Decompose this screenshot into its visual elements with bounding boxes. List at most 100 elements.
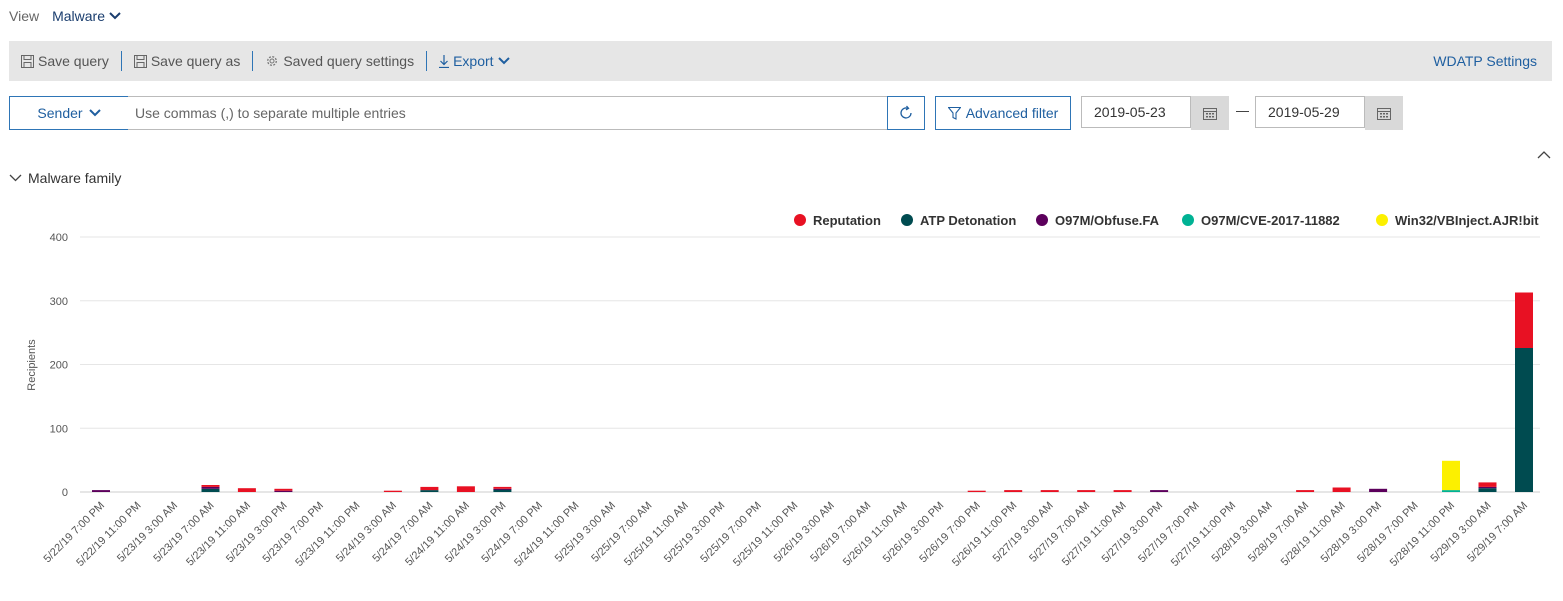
x-tick-label: 5/27/19 11:00 PM [1169,500,1238,569]
y-tick-label: 0 [62,487,68,499]
x-tick-label: 5/26/19 11:00 PM [950,500,1019,569]
start-date-calendar-button[interactable] [1191,96,1229,130]
legend-label: O97M/CVE-2017-11882 [1201,213,1340,228]
x-tick-label: 5/23/19 11:00 PM [293,500,362,569]
legend-label: ATP Detonation [920,213,1016,228]
chevron-down-icon [88,109,101,117]
bar-segment[interactable] [493,486,512,489]
legend-item[interactable]: O97M/Obfuse.FA [1036,213,1160,228]
view-dropdown[interactable]: Malware [52,8,121,24]
legend-item[interactable]: O97M/CVE-2017-11882 [1182,213,1340,228]
wdatp-settings-link[interactable]: WDATP Settings [1433,53,1537,69]
x-axis-ticks: 5/22/19 7:00 PM5/22/19 11:00 PM5/23/19 3… [42,500,1531,569]
y-axis-label: Recipients [26,339,38,391]
malware-family-section-toggle[interactable]: Malware family [9,168,121,188]
x-tick-label: 5/28/19 11:00 AM [1279,500,1348,569]
bar-segment[interactable] [493,488,512,490]
bar-segment[interactable] [237,488,256,492]
bar-segment[interactable] [967,490,986,492]
bar-segment[interactable] [420,486,439,491]
view-dropdown-value: Malware [52,8,105,24]
bar-segment[interactable] [1077,490,1096,492]
end-date-input[interactable]: 2019-05-29 [1255,96,1365,128]
legend-swatch [1182,214,1194,226]
legend-item[interactable]: ATP Detonation [901,213,1016,228]
collapse-filters-button[interactable] [1537,146,1551,164]
bar-segment[interactable] [1332,487,1351,493]
bar-segment[interactable] [1113,490,1132,492]
legend-item[interactable]: Reputation [794,213,881,228]
toolbar: Save query Save query as Saved query set… [9,41,1552,81]
chart-gridlines [80,236,1540,493]
bar-segment[interactable] [1442,460,1460,491]
advanced-filter-button[interactable]: Advanced filter [935,96,1071,130]
calendar-icon [1377,107,1391,120]
saved-query-settings-button[interactable]: Saved query settings [253,41,426,81]
bar-segment[interactable] [1515,347,1533,492]
x-tick-label: 5/25/19 11:00 AM [622,500,691,569]
bar-segment[interactable] [92,490,110,492]
start-date-input[interactable]: 2019-05-23 [1081,96,1191,128]
chevron-down-icon [9,174,22,182]
save-icon [133,54,147,68]
bar-segment[interactable] [1478,482,1497,487]
bar-segment[interactable] [1478,486,1497,489]
bar-segment[interactable] [1004,490,1023,492]
bar-segment[interactable] [1442,490,1460,492]
y-axis-ticks: 0 100 200 300 400 [50,232,68,499]
bar-segment[interactable] [201,486,220,489]
filter-icon [947,106,961,120]
x-tick-label: 5/22/19 11:00 PM [74,500,143,569]
export-button[interactable]: Export [427,41,525,81]
bar-segment[interactable] [1369,488,1388,492]
legend-swatch [794,214,806,226]
bar-segment[interactable] [1515,292,1533,349]
x-tick-label: 5/28/19 11:00 PM [1388,500,1457,569]
chevron-up-icon [1537,151,1551,159]
bar-segment[interactable] [1040,490,1059,492]
export-label: Export [453,53,494,69]
x-tick-label: 5/25/19 11:00 PM [731,500,800,569]
bar-segment[interactable] [456,486,475,492]
advanced-filter-label: Advanced filter [965,105,1059,121]
bar-segment[interactable] [274,488,293,491]
toolbar-divider [252,51,254,71]
end-date-calendar-button[interactable] [1365,96,1403,130]
download-icon [439,54,450,68]
save-query-as-button[interactable]: Save query as [122,41,253,81]
section-title: Malware family [28,170,122,186]
bar-segment[interactable] [420,490,439,492]
chart-bars [92,292,1533,493]
bar-segment[interactable] [201,485,220,487]
bar-segment[interactable] [274,490,293,492]
save-query-label: Save query [38,53,109,69]
bar-segment[interactable] [201,488,220,492]
x-tick-label: 5/26/19 11:00 AM [841,500,910,569]
bar-segment[interactable] [383,490,402,492]
legend-swatch [901,214,913,226]
sender-dropdown[interactable]: Sender [9,96,129,130]
refresh-button[interactable] [887,96,925,130]
save-query-button[interactable]: Save query [9,41,121,81]
x-tick-label: 5/24/19 11:00 PM [512,500,581,569]
y-tick-label: 100 [50,423,68,435]
x-tick-label: 5/22/19 7:00 PM [42,500,108,566]
chart-legend: Reputation ATP Detonation O97M/Obfuse.FA O9… [794,213,1539,228]
saved-query-settings-label: Saved query settings [283,53,415,69]
search-input[interactable] [128,96,894,130]
date-range-separator [1236,111,1249,112]
bar-segment[interactable] [1478,488,1497,492]
view-selector-row: View Malware [9,6,121,26]
y-tick-label: 200 [50,360,68,372]
legend-swatch [1036,214,1048,226]
bar-segment[interactable] [493,489,512,492]
bar-segment[interactable] [1296,490,1315,492]
y-tick-label: 300 [50,296,68,308]
x-tick-label: 5/23/19 11:00 AM [184,500,253,569]
gear-icon [267,56,278,66]
y-tick-label: 400 [50,232,68,244]
bar-segment[interactable] [1150,490,1169,492]
x-tick-label: 5/27/19 11:00 AM [1060,500,1129,569]
legend-item[interactable]: Win32/VBInject.AJR!bit [1376,213,1539,228]
refresh-icon [900,105,912,119]
